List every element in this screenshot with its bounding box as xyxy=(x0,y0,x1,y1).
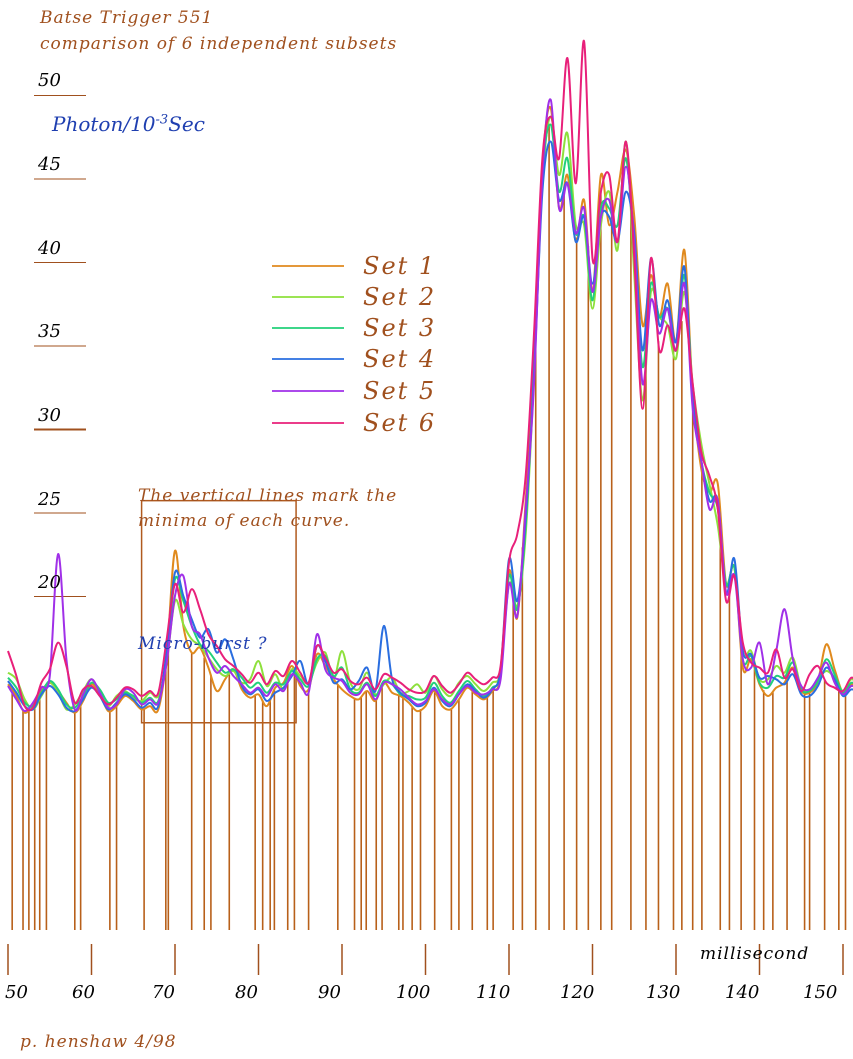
y-tick-label-25: 25 xyxy=(38,489,61,510)
y-tick-label-35: 35 xyxy=(38,321,61,342)
legend-label-set-5: Set 5 xyxy=(363,377,437,405)
legend-label-set-6: Set 6 xyxy=(363,409,437,437)
y-tick-label-40: 40 xyxy=(38,238,61,259)
x-tick-label-100: 100 xyxy=(396,982,431,1003)
y-tick-label-30: 30 xyxy=(38,405,61,426)
annotation-line-2: minima of each curve. xyxy=(138,511,351,531)
credit-line: p. henshaw 4/98 xyxy=(20,1032,177,1052)
x-tick-label-90: 90 xyxy=(318,982,341,1003)
micro-burst-label: Micro-burst ? xyxy=(138,634,268,654)
x-tick-label-60: 60 xyxy=(72,982,95,1003)
x-tick-label-110: 110 xyxy=(476,982,511,1003)
series-line-set-6 xyxy=(7,40,853,712)
micro-burst-box xyxy=(140,499,297,724)
y-tick-label-20: 20 xyxy=(38,572,61,593)
annotation-line-1: The vertical lines mark the xyxy=(138,486,398,506)
series-line-set-1 xyxy=(7,105,853,714)
legend-label-set-3: Set 3 xyxy=(363,314,437,342)
x-tick-label-80: 80 xyxy=(235,982,258,1003)
y-tick-label-50: 50 xyxy=(38,70,61,91)
legend-label-set-2: Set 2 xyxy=(363,283,437,311)
legend-label-set-4: Set 4 xyxy=(363,345,437,373)
x-tick-label-120: 120 xyxy=(560,982,595,1003)
x-axis-label: millisecond xyxy=(700,944,810,964)
chart-subtitle: comparison of 6 independent subsets xyxy=(40,34,398,54)
y-axis-label-exponent: -3 xyxy=(155,112,169,128)
x-tick-label-70: 70 xyxy=(152,982,175,1003)
chart-title: Batse Trigger 551 xyxy=(40,8,214,28)
y-axis-label-unit: Sec xyxy=(168,112,205,136)
x-tick-label-130: 130 xyxy=(646,982,681,1003)
y-axis-label: Photon/10-3Sec xyxy=(52,112,205,136)
legend-label-set-1: Set 1 xyxy=(363,252,437,280)
y-axis-label-main: Photon/10 xyxy=(52,112,156,136)
x-tick-label-140: 140 xyxy=(725,982,760,1003)
series-line-set-5 xyxy=(7,98,853,713)
x-tick-label-50: 50 xyxy=(5,982,28,1003)
y-tick-label-45: 45 xyxy=(38,154,61,175)
x-tick-label-150: 150 xyxy=(803,982,838,1003)
